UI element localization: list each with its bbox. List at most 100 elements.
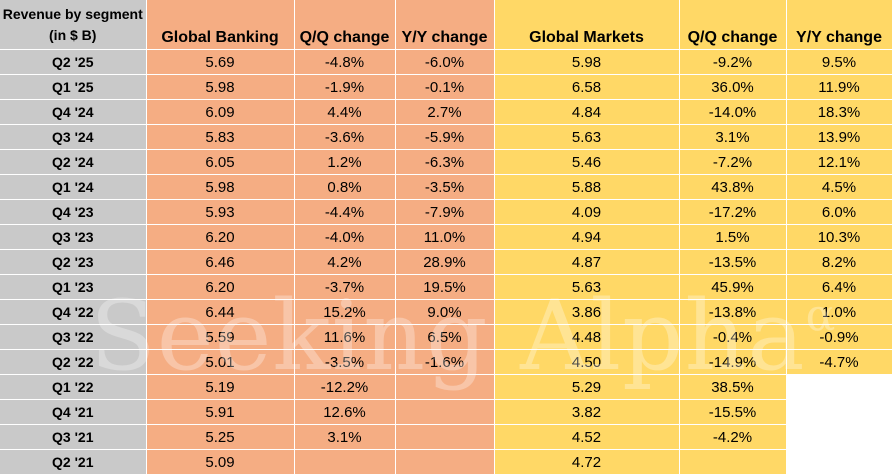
- cell-banking-yy-change: -6.0%: [395, 49, 495, 75]
- cell-period: Q4 '24: [0, 99, 147, 125]
- cell-banking-yy-change: -3.5%: [395, 174, 495, 200]
- cell-markets-yy-change: 10.3%: [786, 224, 892, 250]
- table-row: Q2 '22 5.01 -3.5% -1.6% 4.50 -14.9% -4.7%: [0, 349, 892, 375]
- cell-markets-yy-change: 4.5%: [786, 174, 892, 200]
- header-banking-yy-change: Y/Y change: [395, 0, 495, 50]
- table-row: Q3 '23 6.20 -4.0% 11.0% 4.94 1.5% 10.3%: [0, 224, 892, 250]
- cell-banking-qq-change: 0.8%: [294, 174, 396, 200]
- header-segment-label: Revenue by segment (in $ B): [0, 0, 147, 50]
- cell-period: Q3 '23: [0, 224, 147, 250]
- cell-global-markets: 4.48: [494, 324, 680, 350]
- cell-banking-qq-change: 1.2%: [294, 149, 396, 175]
- cell-banking-yy-change: [395, 449, 495, 475]
- cell-markets-qq-change: 3.1%: [679, 124, 787, 150]
- cell-banking-qq-change: [294, 449, 396, 475]
- table-row: Q2 '25 5.69 -4.8% -6.0% 5.98 -9.2% 9.5%: [0, 49, 892, 75]
- cell-markets-qq-change: -14.0%: [679, 99, 787, 125]
- cell-period: Q4 '21: [0, 399, 147, 425]
- table-row: Q4 '21 5.91 12.6% 3.82 -15.5%: [0, 399, 892, 425]
- cell-period: Q3 '21: [0, 424, 147, 450]
- cell-period: Q1 '23: [0, 274, 147, 300]
- cell-global-banking: 5.69: [146, 49, 295, 75]
- cell-global-banking: 6.44: [146, 299, 295, 325]
- cell-banking-yy-change: [395, 374, 495, 400]
- cell-markets-yy-change: [786, 374, 892, 400]
- cell-global-markets: 4.50: [494, 349, 680, 375]
- cell-markets-qq-change: -0.4%: [679, 324, 787, 350]
- cell-global-markets: 5.63: [494, 274, 680, 300]
- cell-global-markets: 4.52: [494, 424, 680, 450]
- cell-global-banking: 5.09: [146, 449, 295, 475]
- table-row: Q4 '22 6.44 15.2% 9.0% 3.86 -13.8% 1.0%: [0, 299, 892, 325]
- cell-global-markets: 4.94: [494, 224, 680, 250]
- cell-markets-qq-change: -9.2%: [679, 49, 787, 75]
- cell-global-banking: 5.98: [146, 74, 295, 100]
- cell-markets-yy-change: 8.2%: [786, 249, 892, 275]
- cell-global-banking: 6.20: [146, 274, 295, 300]
- cell-markets-yy-change: [786, 424, 892, 450]
- cell-markets-qq-change: -14.9%: [679, 349, 787, 375]
- cell-global-markets: 4.09: [494, 199, 680, 225]
- cell-banking-yy-change: -5.9%: [395, 124, 495, 150]
- cell-markets-qq-change: 43.8%: [679, 174, 787, 200]
- cell-markets-yy-change: 1.0%: [786, 299, 892, 325]
- cell-global-banking: 6.46: [146, 249, 295, 275]
- cell-markets-qq-change: -13.5%: [679, 249, 787, 275]
- cell-banking-qq-change: -3.5%: [294, 349, 396, 375]
- cell-markets-yy-change: 6.4%: [786, 274, 892, 300]
- header-markets-qq-change: Q/Q change: [679, 0, 787, 50]
- cell-global-banking: 5.59: [146, 324, 295, 350]
- table-row: Q4 '23 5.93 -4.4% -7.9% 4.09 -17.2% 6.0%: [0, 199, 892, 225]
- cell-banking-qq-change: -4.4%: [294, 199, 396, 225]
- cell-banking-yy-change: -1.6%: [395, 349, 495, 375]
- cell-banking-yy-change: 9.0%: [395, 299, 495, 325]
- cell-banking-yy-change: [395, 424, 495, 450]
- cell-period: Q4 '23: [0, 199, 147, 225]
- cell-global-banking: 5.01: [146, 349, 295, 375]
- cell-global-banking: 5.91: [146, 399, 295, 425]
- cell-banking-qq-change: -3.6%: [294, 124, 396, 150]
- cell-markets-yy-change: 13.9%: [786, 124, 892, 150]
- table-row: Q1 '22 5.19 -12.2% 5.29 38.5%: [0, 374, 892, 400]
- cell-markets-qq-change: -17.2%: [679, 199, 787, 225]
- cell-banking-qq-change: -12.2%: [294, 374, 396, 400]
- cell-banking-qq-change: -1.9%: [294, 74, 396, 100]
- cell-markets-qq-change: 36.0%: [679, 74, 787, 100]
- cell-markets-yy-change: 9.5%: [786, 49, 892, 75]
- cell-markets-qq-change: -7.2%: [679, 149, 787, 175]
- table-row: Q1 '25 5.98 -1.9% -0.1% 6.58 36.0% 11.9%: [0, 74, 892, 100]
- cell-markets-yy-change: -4.7%: [786, 349, 892, 375]
- cell-banking-qq-change: -4.0%: [294, 224, 396, 250]
- cell-markets-yy-change: 6.0%: [786, 199, 892, 225]
- cell-period: Q2 '23: [0, 249, 147, 275]
- cell-banking-qq-change: 12.6%: [294, 399, 396, 425]
- cell-global-banking: 6.05: [146, 149, 295, 175]
- cell-period: Q4 '22: [0, 299, 147, 325]
- cell-banking-qq-change: 4.2%: [294, 249, 396, 275]
- cell-markets-qq-change: -13.8%: [679, 299, 787, 325]
- cell-global-banking: 5.19: [146, 374, 295, 400]
- cell-markets-qq-change: -15.5%: [679, 399, 787, 425]
- cell-global-markets: 4.87: [494, 249, 680, 275]
- cell-period: Q2 '24: [0, 149, 147, 175]
- cell-banking-yy-change: -7.9%: [395, 199, 495, 225]
- cell-banking-yy-change: 11.0%: [395, 224, 495, 250]
- cell-banking-qq-change: -4.8%: [294, 49, 396, 75]
- table-row: Q2 '21 5.09 4.72: [0, 449, 892, 475]
- cell-markets-yy-change: 18.3%: [786, 99, 892, 125]
- cell-banking-yy-change: [395, 399, 495, 425]
- table-row: Q2 '23 6.46 4.2% 28.9% 4.87 -13.5% 8.2%: [0, 249, 892, 275]
- cell-global-markets: 5.63: [494, 124, 680, 150]
- table-row: Q1 '24 5.98 0.8% -3.5% 5.88 43.8% 4.5%: [0, 174, 892, 200]
- header-row: Revenue by segment (in $ B) Global Banki…: [0, 0, 892, 50]
- cell-global-markets: 6.58: [494, 74, 680, 100]
- table-row: Q1 '23 6.20 -3.7% 19.5% 5.63 45.9% 6.4%: [0, 274, 892, 300]
- cell-global-markets: 3.86: [494, 299, 680, 325]
- cell-period: Q2 '22: [0, 349, 147, 375]
- table-row: Q4 '24 6.09 4.4% 2.7% 4.84 -14.0% 18.3%: [0, 99, 892, 125]
- header-markets-yy-change: Y/Y change: [786, 0, 892, 50]
- cell-banking-yy-change: -6.3%: [395, 149, 495, 175]
- cell-period: Q3 '22: [0, 324, 147, 350]
- cell-period: Q1 '22: [0, 374, 147, 400]
